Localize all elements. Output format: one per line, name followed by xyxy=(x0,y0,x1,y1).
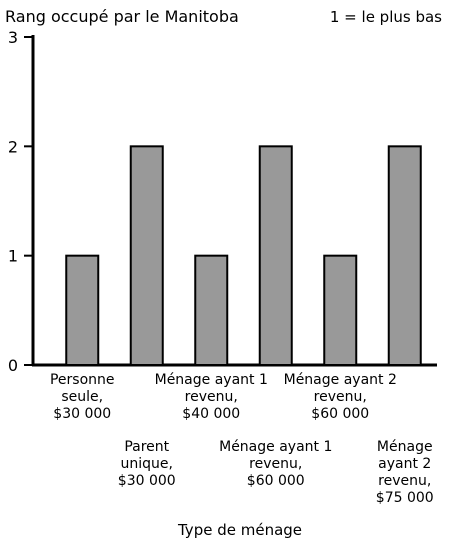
x-tick-label: Ménage ayant 1 revenu, $60 000 xyxy=(219,439,332,489)
bar xyxy=(129,145,164,366)
x-axis-label: Type de ménage xyxy=(177,521,302,539)
chart-title: Rang occupé par le Manitoba xyxy=(5,7,239,26)
x-tick-label: Ménage ayant 1 revenu, $40 000 xyxy=(155,372,268,422)
bar xyxy=(194,254,229,367)
y-tick-label: 3 xyxy=(8,28,18,47)
y-tick-label: 1 xyxy=(8,247,18,266)
annotation: 1 = le plus bas xyxy=(330,8,442,26)
bar xyxy=(323,254,358,367)
y-tick-label: 2 xyxy=(8,137,18,156)
x-tick-label: Ménage ayant 2 revenu, $60 000 xyxy=(284,372,397,422)
bar xyxy=(65,254,100,367)
bar xyxy=(258,145,293,366)
bar xyxy=(387,145,422,366)
x-tick-label: Personne seule, $30 000 xyxy=(50,372,115,422)
x-tick-label: Parent unique, $30 000 xyxy=(118,439,176,489)
y-tick-label: 0 xyxy=(8,356,18,375)
x-tick-label: Ménage ayant 2 revenu, $75 000 xyxy=(376,439,434,506)
